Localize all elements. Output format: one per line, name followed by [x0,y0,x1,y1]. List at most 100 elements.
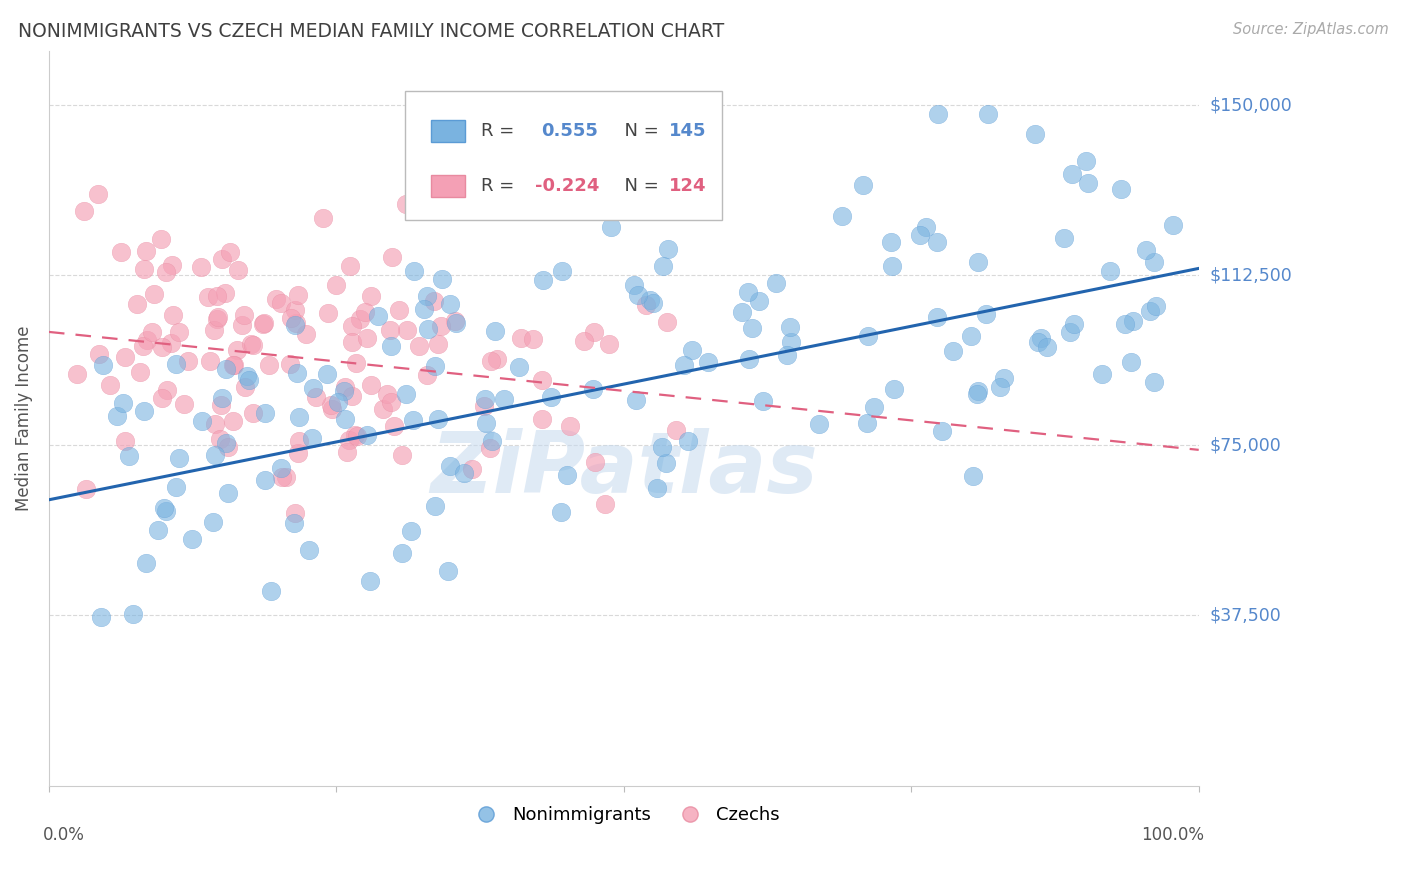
Point [354,305,377,319]
Point [173,397,195,411]
Point [927,107,949,121]
Point [422,293,444,308]
Point [333,380,356,394]
Point [301,431,323,445]
Point [737,285,759,300]
Legend: Nonimmigrants, Czechs: Nonimmigrants, Czechs [461,799,786,831]
Point [416,289,439,303]
Point [214,436,236,450]
Point [474,392,496,406]
Point [427,412,450,426]
Point [150,339,173,353]
Point [908,227,931,242]
Point [135,556,157,570]
Point [564,156,586,170]
Text: $150,000: $150,000 [1209,96,1292,114]
Point [233,308,256,322]
Point [110,245,132,260]
Point [333,412,356,426]
Point [118,449,141,463]
Point [651,440,673,454]
Point [356,331,378,345]
Point [319,398,342,412]
Point [395,386,418,401]
Point [423,499,446,513]
Point [91,359,114,373]
Point [284,303,307,318]
Point [657,242,679,256]
Text: NONIMMIGRANTS VS CZECH MEDIAN FAMILY INCOME CORRELATION CHART: NONIMMIGRANTS VS CZECH MEDIAN FAMILY INC… [18,22,724,41]
Point [160,335,183,350]
Point [225,343,247,357]
Point [931,424,953,438]
Point [217,486,239,500]
FancyBboxPatch shape [430,120,465,142]
Point [254,473,277,487]
Text: 124: 124 [669,177,706,194]
Point [149,232,172,246]
Point [676,434,699,449]
Point [360,289,382,303]
Point [121,607,143,621]
Point [402,264,425,278]
Point [484,324,506,338]
Point [1026,334,1049,349]
Point [340,389,363,403]
Text: R =: R = [481,177,520,194]
Point [1122,314,1144,328]
Point [367,309,389,323]
Point [209,398,232,412]
Point [134,262,156,277]
Point [752,393,775,408]
Point [1099,264,1122,278]
Point [1161,218,1184,232]
Point [439,458,461,473]
Point [211,391,233,405]
Point [673,358,696,372]
Point [380,338,402,352]
Point [287,410,309,425]
Point [204,448,226,462]
Point [253,316,276,330]
Point [748,293,770,308]
Point [284,318,307,332]
Text: 100.0%: 100.0% [1142,826,1205,844]
Point [582,325,605,339]
Point [883,383,905,397]
Y-axis label: Median Family Income: Median Family Income [15,326,32,511]
Point [340,318,363,333]
Point [111,396,134,410]
Point [180,532,202,546]
Text: Source: ZipAtlas.com: Source: ZipAtlas.com [1233,22,1389,37]
Point [165,480,187,494]
Point [284,316,307,330]
Point [302,381,325,395]
Point [197,290,219,304]
Point [207,310,229,324]
Point [260,584,283,599]
Point [295,326,318,341]
Point [1036,341,1059,355]
Point [402,412,425,426]
FancyBboxPatch shape [405,91,721,219]
Point [114,350,136,364]
Point [89,346,111,360]
Point [479,353,502,368]
Point [298,543,321,558]
Point [384,418,406,433]
Point [73,203,96,218]
Point [333,384,356,398]
FancyBboxPatch shape [430,175,465,197]
Text: 0.555: 0.555 [541,122,598,140]
Point [167,450,190,465]
Point [416,368,439,383]
Point [427,337,450,351]
Point [966,384,988,398]
Point [107,409,129,424]
Point [555,468,578,483]
Point [349,311,371,326]
Point [582,383,605,397]
Point [779,320,801,334]
Point [531,272,554,286]
Point [776,348,799,362]
